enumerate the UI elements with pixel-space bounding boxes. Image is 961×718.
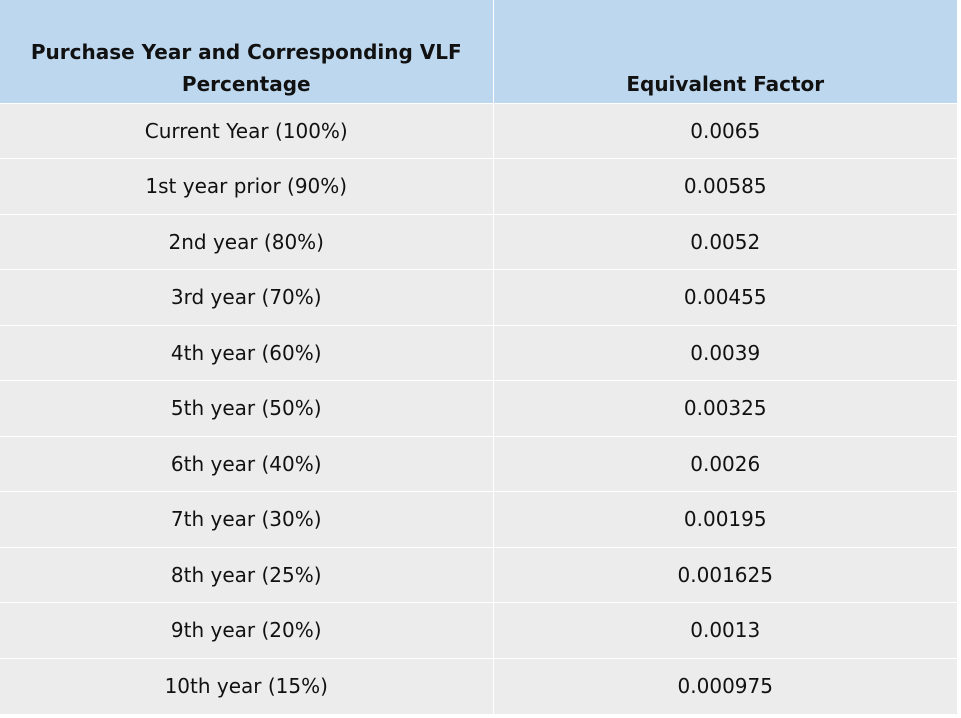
purchase-year-cell: Current Year (100%) xyxy=(0,102,493,159)
table-row: 5th year (50%) 0.00325 xyxy=(0,380,957,436)
table-row: 9th year (20%) 0.0013 xyxy=(0,602,957,658)
factor-cell: 0.0026 xyxy=(492,435,957,492)
table-header: Purchase Year and Corresponding VLF Perc… xyxy=(0,0,957,103)
purchase-year-cell: 8th year (25%) xyxy=(0,546,493,603)
factor-cell: 0.000975 xyxy=(492,657,957,714)
table-row: Current Year (100%) 0.0065 xyxy=(0,102,957,159)
factor-cell: 0.001625 xyxy=(492,546,957,603)
factor-cell: 0.0065 xyxy=(492,102,957,159)
table-row: 7th year (30%) 0.00195 xyxy=(0,491,957,547)
header-row: Purchase Year and Corresponding VLF Perc… xyxy=(0,0,957,103)
purchase-year-cell: 7th year (30%) xyxy=(0,491,493,547)
purchase-year-cell: 9th year (20%) xyxy=(0,602,493,658)
table-body: Current Year (100%) 0.0065 1st year prio… xyxy=(0,102,957,714)
factor-cell: 0.0013 xyxy=(492,602,957,658)
header-equivalent-factor: Equivalent Factor xyxy=(492,0,957,103)
purchase-year-cell: 3rd year (70%) xyxy=(0,269,493,325)
factor-cell: 0.00585 xyxy=(492,158,957,214)
factor-cell: 0.0052 xyxy=(492,213,957,270)
table-row: 6th year (40%) 0.0026 xyxy=(0,435,957,492)
purchase-year-cell: 6th year (40%) xyxy=(0,435,493,492)
factor-cell: 0.00455 xyxy=(492,269,957,325)
table-row: 10th year (15%) 0.000975 xyxy=(0,657,957,714)
purchase-year-cell: 4th year (60%) xyxy=(0,324,493,381)
factor-cell: 0.00195 xyxy=(492,491,957,547)
factor-cell: 0.00325 xyxy=(492,380,957,436)
table-row: 2nd year (80%) 0.0052 xyxy=(0,213,957,270)
table-row: 1st year prior (90%) 0.00585 xyxy=(0,158,957,214)
purchase-year-cell: 1st year prior (90%) xyxy=(0,158,493,214)
factor-cell: 0.0039 xyxy=(492,324,957,381)
table-row: 3rd year (70%) 0.00455 xyxy=(0,269,957,325)
table-row: 4th year (60%) 0.0039 xyxy=(0,324,957,381)
header-purchase-year: Purchase Year and Corresponding VLF Perc… xyxy=(0,0,493,103)
table-row: 8th year (25%) 0.001625 xyxy=(0,546,957,603)
purchase-year-cell: 2nd year (80%) xyxy=(0,213,493,270)
purchase-year-cell: 10th year (15%) xyxy=(0,657,493,714)
purchase-year-cell: 5th year (50%) xyxy=(0,380,493,436)
